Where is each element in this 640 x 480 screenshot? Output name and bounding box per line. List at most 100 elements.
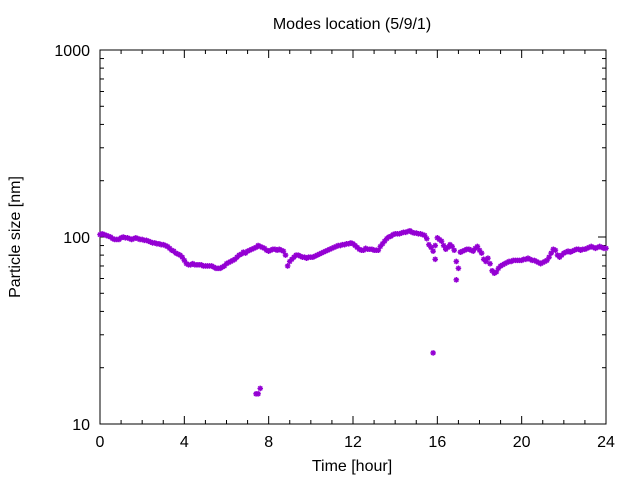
data-point [101,231,108,238]
data-point [274,247,280,253]
data-point [474,243,481,250]
data-point [128,236,135,243]
data-point [478,250,485,256]
data-point [423,235,430,242]
data-point [390,231,396,238]
data-point [598,244,605,251]
data-point [386,234,392,240]
data-point [126,235,133,242]
plot-frame [99,49,607,425]
data-point [303,255,310,262]
data-point [280,248,287,254]
data-point [483,258,489,265]
data-point [556,254,563,260]
data-point [118,235,124,241]
x-tick-label: 4 [180,434,189,451]
data-point [430,248,436,254]
data-point [236,252,242,258]
data-point [240,249,247,255]
data-point [561,250,567,256]
data-point [569,248,576,254]
data-point [329,245,335,252]
data-point [398,230,405,236]
data-point [289,256,295,263]
data-point [457,249,464,255]
data-point [143,237,150,244]
data-point [508,258,514,265]
x-tick-label: 0 [96,434,105,451]
data-point [133,235,139,241]
data-point [413,230,420,236]
data-point [333,243,339,250]
data-point [331,244,337,251]
data-point [316,251,323,257]
data-point [563,249,569,255]
data-point [244,248,251,254]
x-tick-label: 16 [428,434,446,451]
data-point [276,246,283,253]
data-point [314,252,320,258]
data-point [301,254,308,260]
data-point [440,242,447,249]
data-point [567,249,573,255]
data-point [525,255,531,262]
data-points [97,227,609,397]
data-point [588,243,595,250]
data-point [324,247,331,253]
data-point [586,244,592,251]
x-axis-label: Time [hour] [312,458,392,475]
data-point [225,259,232,266]
data-point [242,250,249,256]
data-point [577,247,584,253]
data-point [480,256,487,263]
data-point [466,246,472,253]
data-point [558,252,565,258]
data-point [259,244,266,251]
data-point [251,245,257,252]
data-point [130,235,137,242]
data-point [432,242,439,249]
data-point [485,255,491,262]
data-point [173,250,179,256]
data-point [546,254,552,260]
x-tick-label: 20 [513,434,531,451]
data-point [103,232,110,239]
data-point [318,250,325,256]
data-point [405,228,411,235]
data-point [552,247,559,253]
y-tick-label: 10 [72,417,90,434]
data-point [170,248,177,254]
data-point [379,240,386,247]
data-point [255,242,261,249]
data-point [455,265,462,272]
data-point [341,241,348,248]
data-point [327,246,333,253]
data-point [234,254,240,260]
data-point [489,267,495,274]
data-point [419,231,426,238]
data-point [375,247,382,253]
data-point [487,260,493,267]
data-point [590,244,597,251]
data-point [554,252,561,258]
data-point [152,240,158,246]
data-point [145,238,152,244]
data-point [575,246,582,253]
data-point [168,247,175,253]
y-tick-label: 1000 [54,43,90,60]
data-point [345,240,352,247]
data-point [278,247,285,253]
data-point [362,245,369,252]
data-point [177,252,183,258]
data-point [175,251,181,257]
data-point [527,256,533,263]
data-point [156,240,162,247]
data-point [565,248,571,254]
data-point [232,256,238,263]
data-point [246,247,253,253]
data-point [461,247,468,253]
data-point [432,256,439,263]
data-point [518,257,525,264]
data-point [255,391,261,397]
